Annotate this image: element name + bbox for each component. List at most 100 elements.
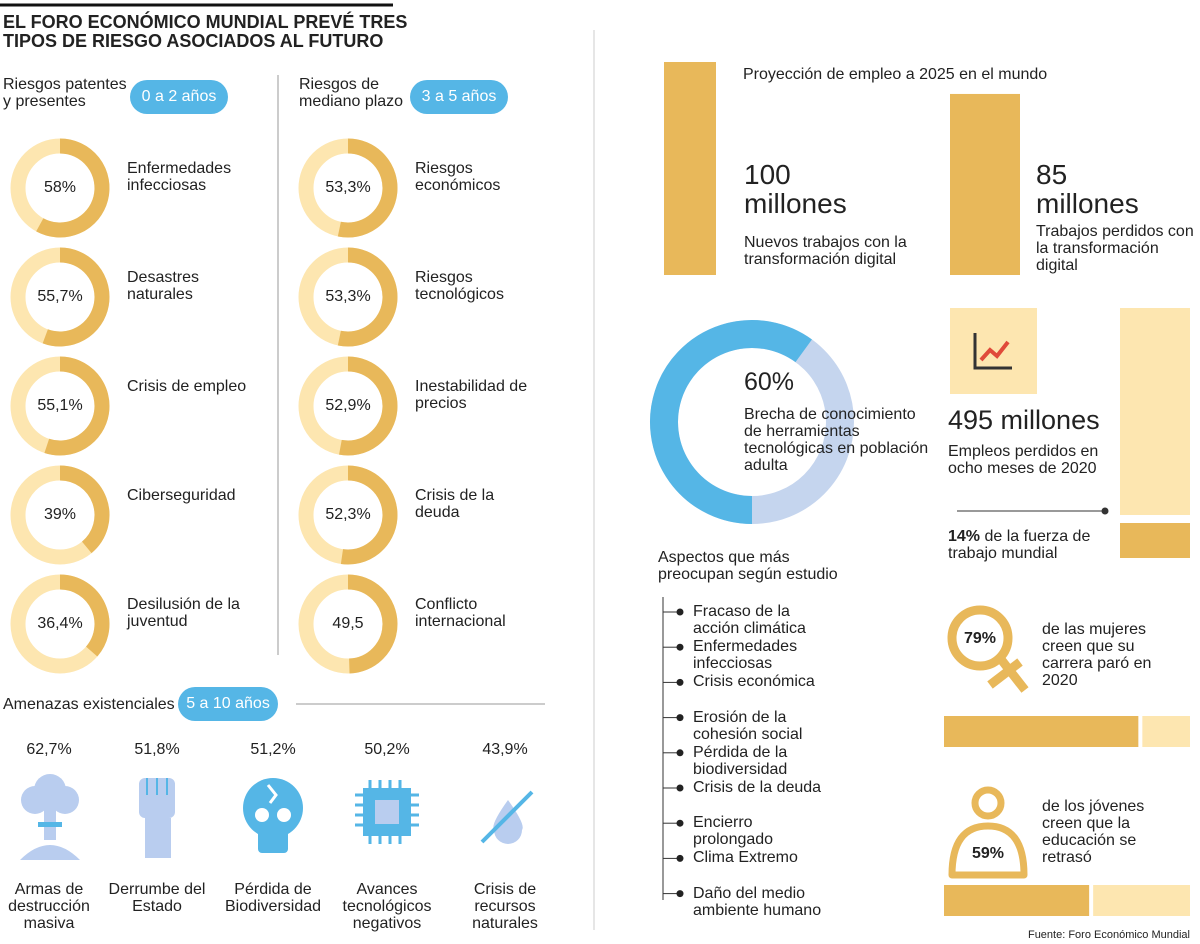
skull-icon	[243, 778, 303, 853]
desc: de las mujeres creen que su carrera paró…	[1042, 621, 1152, 689]
concern: Enfermedades infecciosas	[693, 638, 798, 673]
gap-value: 60%	[744, 368, 795, 396]
concern: Daño del medio ambiente humano	[693, 884, 822, 919]
desc: Trabajos perdidos con la transformación …	[1036, 223, 1194, 274]
amount: 495 millones	[948, 405, 1100, 435]
threat-value: 51,8%	[134, 741, 180, 758]
badge: 0 a 2 años	[130, 80, 228, 114]
badge: 5 a 10 años	[178, 687, 278, 721]
chip-icon	[355, 780, 419, 844]
youth-value: 59%	[971, 845, 1005, 862]
fist-icon	[139, 778, 175, 858]
concern: Pérdida de la biodiversidad	[693, 743, 788, 778]
desc: Nuevos trabajos con la transformación di…	[744, 234, 907, 268]
share-bar	[1120, 523, 1190, 558]
pointer-dot	[1101, 507, 1109, 515]
job-bar	[950, 93, 1020, 275]
risk-name: Enfermedades infecciosas	[127, 160, 232, 194]
threat-name: Crisis de recursos naturales	[472, 881, 538, 932]
risk-name: Riesgos tecnológicos	[415, 269, 504, 303]
donut-value: 53,3%	[325, 179, 371, 196]
donut-arc	[340, 465, 398, 565]
title: EL FORO ECONÓMICO MUNDIAL PREVÉ TRES TIP…	[3, 12, 408, 51]
donut-value: 36,4%	[37, 615, 83, 632]
donut-arc	[59, 465, 110, 554]
threat-value: 50,2%	[364, 741, 410, 758]
threat-name: Armas de destrucción masiva	[8, 881, 90, 932]
venus-icon	[996, 655, 1029, 693]
desc: Brecha de conocimiento de herramientas t…	[744, 406, 929, 474]
donut-arc	[42, 247, 110, 347]
donut-value: 52,9%	[325, 397, 371, 414]
donut-arc	[44, 356, 110, 456]
desc: de los jóvenes creen que la educación se…	[1042, 798, 1145, 866]
donut-value: 55,1%	[37, 397, 83, 414]
rest-bar	[1142, 716, 1190, 747]
donut-value: 49,5	[332, 615, 364, 632]
bomb-icon	[20, 774, 80, 860]
donut-arc	[347, 574, 398, 674]
share-bar	[944, 716, 1139, 747]
bullet	[676, 819, 684, 827]
rest-bar	[1093, 885, 1190, 916]
donut-value: 58%	[43, 179, 77, 196]
drop-icon	[480, 790, 534, 844]
desc: de la fuerza de trabajo mundial	[948, 528, 1091, 562]
badge: 3 a 5 años	[410, 80, 508, 114]
concern: Erosión de la cohesión social	[693, 708, 803, 743]
donut-arc	[59, 574, 110, 657]
job-bar	[664, 62, 716, 275]
risk-name: Conflicto internacional	[415, 596, 506, 630]
desc: Empleos perdidos en ocho meses de 2020	[948, 443, 1099, 477]
jobs-title: Proyección de empleo a 2025 en el mundo	[743, 66, 1048, 83]
person-icon	[971, 786, 1005, 820]
amount: 85 millones	[1036, 159, 1139, 219]
risk-name: Crisis de la deuda	[415, 487, 495, 521]
section-label: Riesgos de mediano plazo	[299, 76, 404, 110]
concern: Clima Extremo	[693, 849, 798, 867]
workforce-bar	[1120, 308, 1190, 515]
bullet	[676, 890, 684, 898]
donut-value: 53,3%	[325, 288, 371, 305]
risk-name: Inestabilidad de precios	[415, 378, 528, 412]
bullet	[676, 678, 684, 686]
concerns-title: Aspectos que más preocupan según estudio	[658, 549, 838, 583]
concern: Fracaso de la acción climática	[693, 603, 806, 637]
donut-arc	[339, 356, 398, 456]
donut-value: 39%	[43, 506, 77, 523]
share-value: 14%	[948, 528, 981, 545]
chart-icon	[973, 333, 1012, 370]
donut-arc	[650, 320, 812, 524]
bullet	[676, 854, 684, 862]
threat-name: Avances tecnológicos negativos	[342, 881, 432, 932]
section-label: Riesgos patentes y presentes	[3, 76, 127, 110]
risk-name: Ciberseguridad	[127, 487, 236, 504]
risk-name: Desilusión de la juventud	[127, 596, 240, 630]
venus-icon	[987, 658, 1023, 689]
donut-arc	[337, 138, 398, 238]
risk-name: Riesgos económicos	[415, 160, 501, 194]
women-value: 79%	[963, 630, 997, 647]
amount: 100 millones	[744, 159, 847, 219]
donut-value: 55,7%	[37, 288, 83, 305]
threat-value: 62,7%	[26, 741, 72, 758]
concern: Encierro prolongado	[693, 814, 774, 849]
chart-icon	[979, 340, 1010, 362]
bullet	[676, 608, 684, 616]
bullet	[676, 714, 684, 722]
donut-value: 52,3%	[325, 506, 371, 523]
risk-name: Crisis de empleo	[127, 378, 247, 395]
venus-icon	[947, 605, 1013, 671]
donut-arc	[337, 247, 398, 347]
threat-value: 51,2%	[250, 741, 296, 758]
share-bar	[944, 885, 1090, 916]
threat-name: Derrumbe del Estado	[108, 881, 206, 915]
bullet	[676, 749, 684, 757]
threat-value: 43,9%	[482, 741, 528, 758]
bullet	[676, 784, 684, 792]
concern: Crisis de la deuda	[693, 779, 822, 796]
risk-name: Desastres naturales	[127, 269, 200, 303]
section-label: Amenazas existenciales	[3, 696, 175, 713]
